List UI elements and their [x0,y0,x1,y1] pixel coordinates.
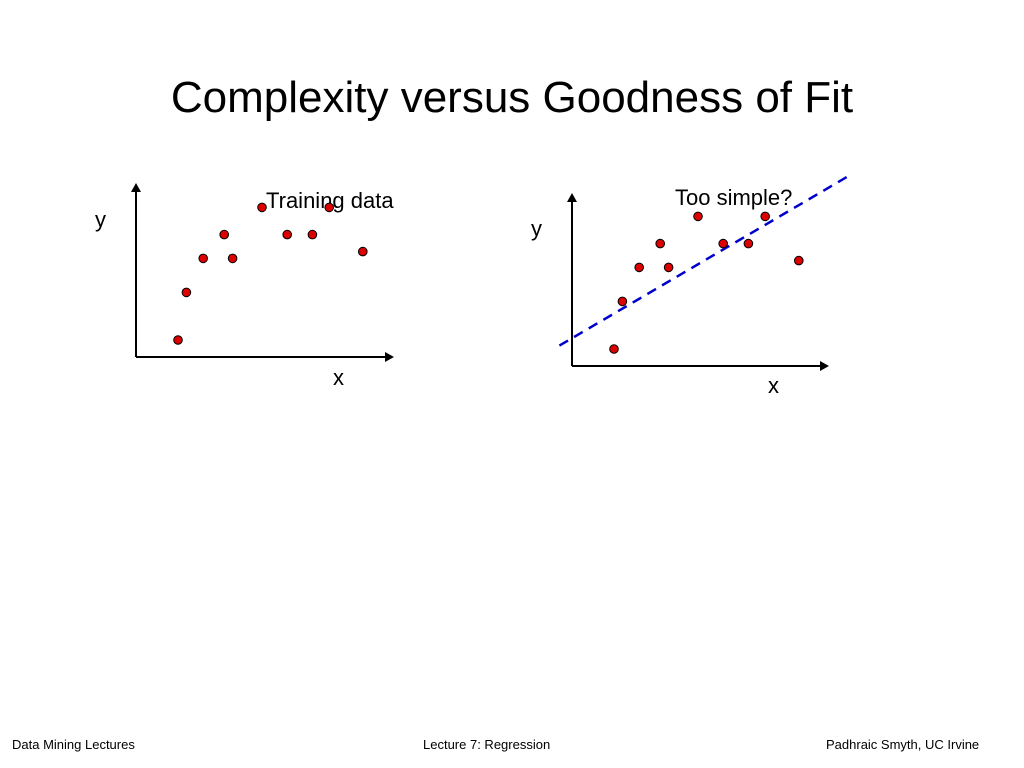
footer-center-text: Lecture 7: Regression [423,737,551,752]
left-y-axis-arrowhead [131,183,141,192]
left-data-point-3 [198,253,208,264]
left-x-axis-arrowhead [385,352,394,362]
left-data-point-7 [282,229,293,240]
right-data-point-7 [718,238,729,249]
right-data-point-8 [743,238,754,249]
right-y-axis-label: y [531,216,542,241]
footer-left-text: Data Mining Lectures [12,737,135,752]
right-data-point-9 [760,211,771,222]
footer-right-text: Padhraic Smyth, UC Irvine [826,737,980,752]
left-data-point-8 [307,229,318,240]
right-y-axis-arrowhead [567,193,577,202]
left-data-point-2 [181,287,192,298]
right-x-axis-label: x [768,373,779,398]
right-data-point-2 [617,296,628,307]
left-data-point-9 [324,202,335,213]
left-data-point-6 [257,202,267,213]
right-data-point-5 [663,262,674,273]
right-x-axis-arrowhead [820,361,829,371]
left-data-point-10 [358,246,368,257]
left-x-axis-label: x [333,365,344,390]
slide-title: Complexity versus Goodness of Fit [170,73,854,122]
right-data-point-4 [655,238,666,249]
left-y-axis-label: y [95,207,106,232]
left-data-point-4 [219,229,229,240]
right-data-point-10 [794,255,804,266]
too-simple-caption: Too simple? [675,185,793,210]
right-data-point-1 [609,344,619,354]
left-scatter-plot [131,183,394,362]
left-data-point-1 [173,335,183,345]
right-data-point-6 [693,211,703,222]
right-data-point-3 [634,262,645,273]
linear-fit-line [558,174,850,347]
right-scatter-plot [558,174,850,371]
left-data-point-5 [227,253,238,264]
